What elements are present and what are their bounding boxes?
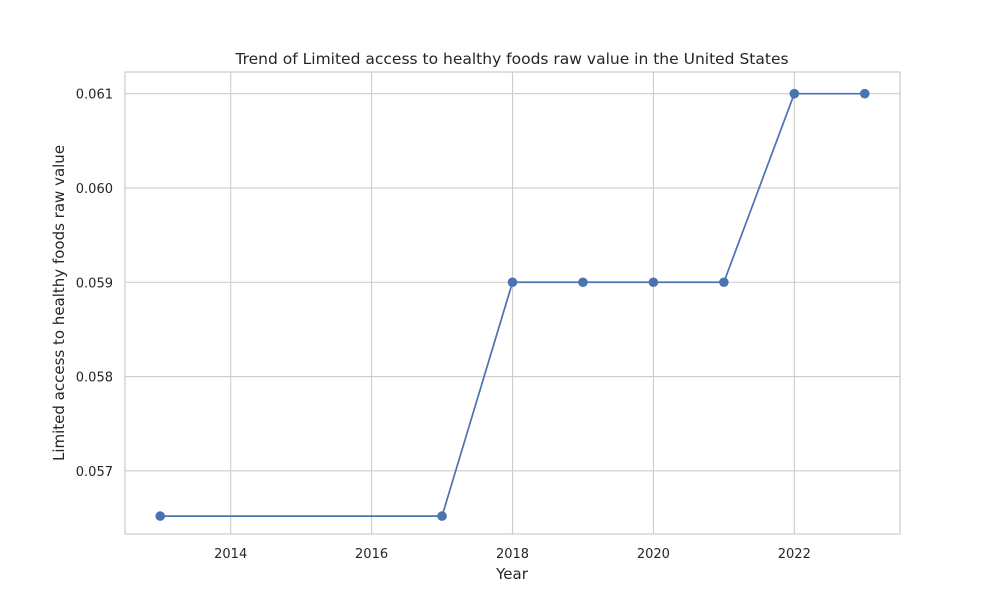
x-tick-label: 2014	[214, 547, 247, 562]
axis-ticks: 2014 2016 2018 2020 2022 0.057 0.058 0.059 0.060…	[76, 88, 811, 562]
y-tick-label: 0.060	[76, 182, 113, 197]
plot-area-frame	[124, 71, 901, 535]
chart-title: Trend of Limited access to healthy foods…	[234, 50, 788, 68]
data-point-marker	[719, 277, 729, 288]
y-tick-label: 0.058	[76, 371, 113, 386]
y-tick-label: 0.059	[76, 276, 113, 291]
grid	[125, 72, 900, 534]
series-layer	[155, 88, 870, 521]
x-axis-label: Year	[495, 565, 529, 583]
y-axis-label: Limited access to healthy foods raw valu…	[50, 145, 68, 461]
series-line	[160, 92, 865, 517]
data-point-marker	[789, 88, 800, 99]
y-tick-label: 0.057	[76, 465, 113, 480]
x-tick-label: 2020	[637, 547, 670, 562]
y-tick-label: 0.061	[76, 88, 113, 103]
data-point-marker	[507, 277, 518, 288]
data-point-marker	[578, 277, 588, 288]
data-point-marker	[437, 511, 447, 521]
data-point-marker	[648, 277, 659, 288]
data-point-marker	[859, 88, 870, 99]
x-tick-label: 2016	[355, 547, 388, 562]
x-tick-label: 2018	[496, 547, 529, 562]
x-tick-label: 2022	[778, 547, 811, 562]
data-point-marker	[155, 511, 166, 521]
